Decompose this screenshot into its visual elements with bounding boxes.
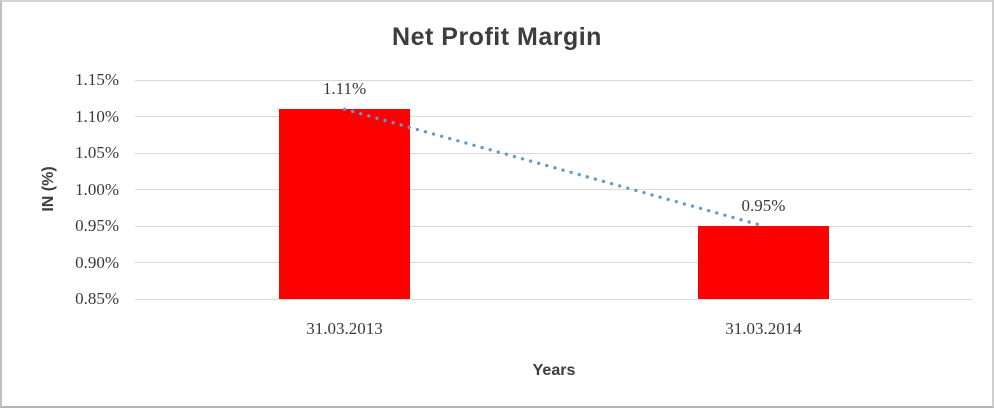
- gridline: [135, 189, 973, 190]
- chart-title: Net Profit Margin: [392, 23, 602, 51]
- gridline: [135, 225, 973, 227]
- y-axis-tick-label: 0.85%: [75, 289, 119, 308]
- gridline: [135, 298, 973, 300]
- y-axis-tick-label: 1.05%: [75, 143, 119, 162]
- gridline: [135, 152, 973, 154]
- x-axis-category-label: 31.03.2013: [306, 319, 383, 338]
- x-axis-category-label: 31.03.2014: [725, 319, 802, 338]
- trendline-path: [342, 107, 766, 228]
- bar-31.03.2013: [279, 109, 410, 299]
- gridline: [135, 262, 973, 263]
- data-label: 1.11%: [322, 79, 367, 99]
- y-axis-tick-label: 0.90%: [75, 252, 119, 272]
- gridline: [135, 79, 973, 81]
- plot-area: [135, 79, 973, 300]
- y-axis-tick-label: 1.15%: [75, 70, 119, 89]
- trendline: [342, 107, 766, 228]
- y-axis-tick-label: 1.00%: [75, 179, 119, 199]
- bar-31.03.2014: [698, 226, 829, 299]
- y-axis-tick-label: 0.95%: [75, 216, 119, 235]
- y-axis-tick-label: 1.10%: [75, 106, 119, 126]
- data-label: 0.95%: [741, 196, 786, 215]
- x-axis-title: Years: [532, 362, 576, 379]
- gridline: [135, 116, 973, 117]
